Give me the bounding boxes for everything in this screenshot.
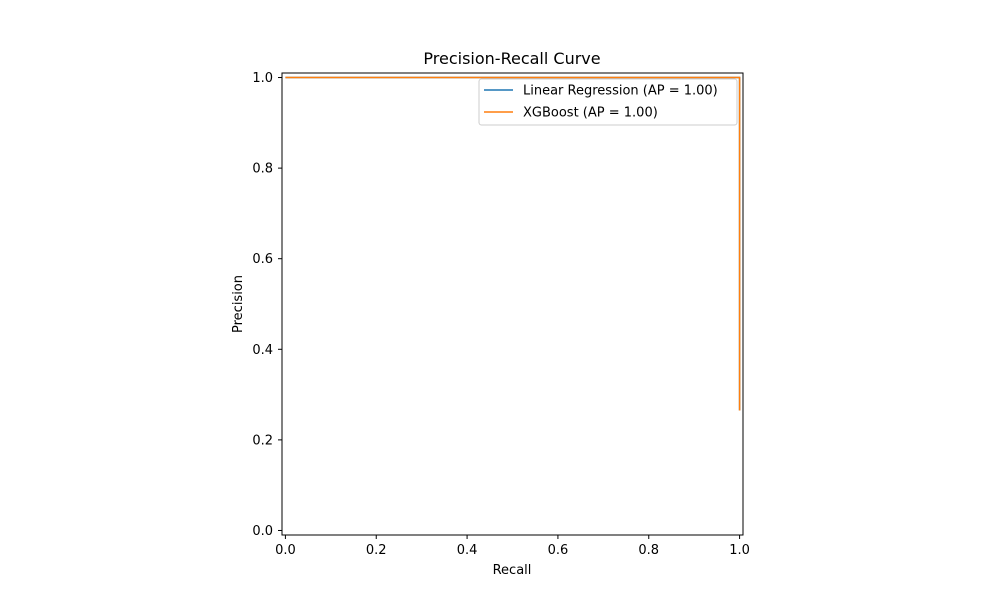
- legend: Linear Regression (AP = 1.00) XGBoost (AP…: [478, 78, 738, 126]
- x-axis: 0.0 0.2 0.4 0.6 0.8 1.0: [275, 535, 750, 558]
- chart-title: Precision-Recall Curve: [423, 49, 600, 68]
- x-tick-label: 0.2: [366, 543, 387, 558]
- series-line-1: [285, 76, 741, 411]
- legend-entry-label: XGBoost (AP = 1.00): [523, 106, 658, 121]
- plot-lines: [285, 76, 741, 411]
- y-axis-label: Precision: [231, 275, 246, 333]
- x-tick-label: 0.0: [275, 543, 296, 558]
- x-axis-label: Recall: [493, 563, 532, 578]
- x-tick-label: 1.0: [729, 543, 750, 558]
- y-tick-label: 0.4: [252, 343, 273, 358]
- x-tick-label: 0.8: [638, 543, 659, 558]
- y-tick-label: 0.2: [252, 433, 273, 448]
- x-tick-label: 0.6: [548, 543, 569, 558]
- plot-frame: [281, 72, 744, 536]
- y-tick-label: 1.0: [252, 71, 273, 86]
- y-tick-label: 0.0: [252, 524, 273, 539]
- y-tick-label: 0.8: [252, 162, 273, 177]
- series-line-0: [285, 76, 741, 411]
- x-tick-label: 0.4: [457, 543, 478, 558]
- y-tick-label: 0.6: [252, 252, 273, 267]
- y-axis: 0.0 0.2 0.4 0.6 0.8 1.0: [252, 71, 282, 539]
- legend-entry-label: Linear Regression (AP = 1.00): [523, 84, 718, 99]
- legend-box: [478, 78, 738, 126]
